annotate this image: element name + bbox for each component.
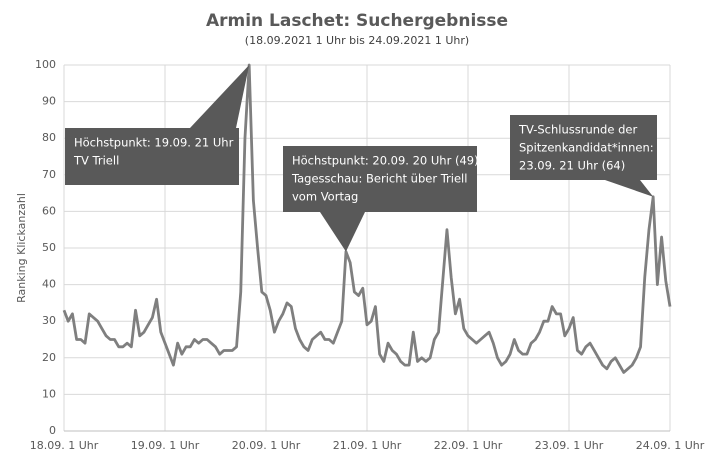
annotation-text: TV Triell xyxy=(73,154,119,168)
annotation: TV-Schlussrunde der Spitzenkandidat*innen… xyxy=(510,115,657,197)
annotation-box xyxy=(283,146,477,212)
x-tick-label: 18.09. 1 Uhr xyxy=(30,439,99,452)
x-tick-label: 20.09. 1 Uhr xyxy=(232,439,301,452)
y-tick-label: 10 xyxy=(42,387,56,400)
y-tick-label: 90 xyxy=(42,95,56,108)
annotation-text: Spitzenkandidat*innen: xyxy=(519,141,654,155)
annotation-pointer xyxy=(190,65,250,128)
chart-title: Armin Laschet: Suchergebnisse xyxy=(206,11,508,31)
annotation-box xyxy=(65,128,239,185)
x-tick-label: 19.09. 1 Uhr xyxy=(131,439,200,452)
x-tick-label: 23.09. 1 Uhr xyxy=(535,439,604,452)
x-tick-label: 21.09. 1 Uhr xyxy=(333,439,402,452)
y-tick-label: 20 xyxy=(42,351,56,364)
annotation-pointer xyxy=(320,212,365,252)
annotation-text: 23.09. 21 Uhr (64) xyxy=(519,159,625,173)
y-tick-label: 80 xyxy=(42,131,56,144)
x-tick-label: 24.09. 1 Uhr xyxy=(636,439,705,452)
annotation-text: Tagesschau: Bericht über Triell xyxy=(291,172,467,186)
annotation-pointer xyxy=(605,180,654,197)
y-tick-label: 0 xyxy=(49,424,56,437)
data-line xyxy=(62,63,672,374)
annotation: Höchstpunkt: 19.09. 21 Uhr TV Triell xyxy=(65,65,250,185)
annotation-text: vom Vortag xyxy=(292,190,358,204)
annotation-text: TV-Schlussrunde der xyxy=(518,123,637,137)
annotation-text: Höchstpunkt: 19.09. 21 Uhr xyxy=(74,136,234,150)
y-tick-label: 40 xyxy=(42,278,56,291)
annotation: Höchstpunkt: 20.09. 20 Uhr (49) Tagesscha… xyxy=(283,146,479,252)
annotation-text: Höchstpunkt: 20.09. 20 Uhr (49) xyxy=(292,154,479,168)
annotation-box xyxy=(510,115,657,180)
y-axis-label: Ranking Klickanzahl xyxy=(15,193,28,303)
chart-subtitle: (18.09.2021 1 Uhr bis 24.09.2021 1 Uhr) xyxy=(245,34,469,47)
y-tick-label: 50 xyxy=(42,241,56,254)
y-tick-label: 60 xyxy=(42,204,56,217)
grid xyxy=(63,64,671,432)
x-tick-label: 22.09. 1 Uhr xyxy=(434,439,503,452)
y-tick-label: 30 xyxy=(42,314,56,327)
y-tick-label: 70 xyxy=(42,168,56,181)
y-tick-label: 100 xyxy=(35,58,56,71)
